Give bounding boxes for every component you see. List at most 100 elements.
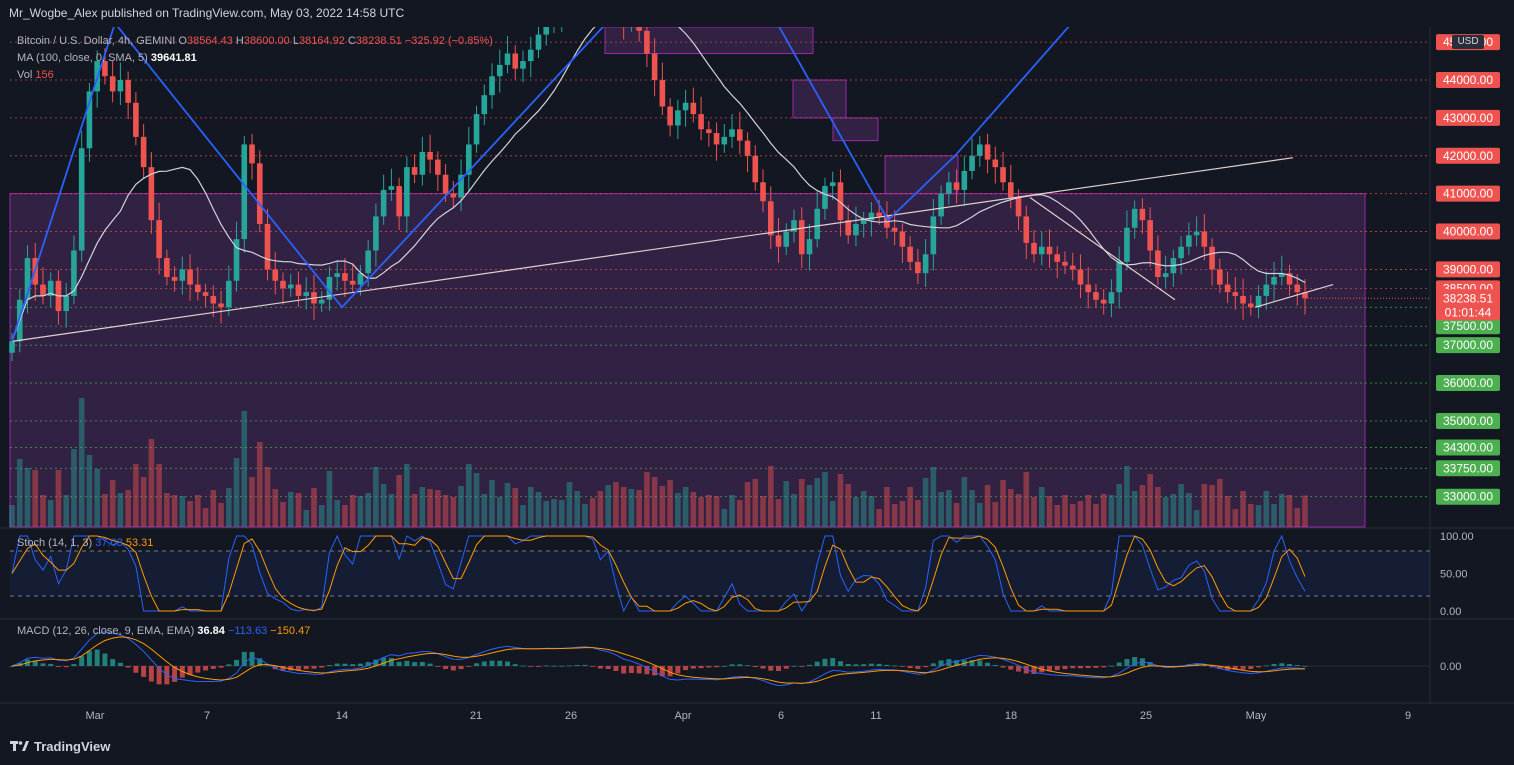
candle-body	[179, 269, 186, 281]
stoch-k-value: 37.03	[95, 537, 123, 549]
x-axis-tick: 26	[565, 710, 577, 722]
volume-bar	[667, 480, 673, 527]
candle-body	[264, 223, 271, 270]
macd-hist-bar	[559, 665, 565, 667]
volume-bar	[644, 472, 650, 527]
macd-hist-bar	[71, 664, 77, 666]
candle-body	[318, 299, 325, 304]
x-axis-tick: Apr	[674, 710, 691, 722]
macd-hist-bar	[1240, 666, 1246, 670]
volume-bar	[706, 495, 712, 527]
macd-hist-bar	[621, 666, 627, 674]
macd-hist-bar	[427, 663, 433, 666]
macd-hist-bar	[1116, 662, 1122, 666]
candle-body	[241, 144, 248, 240]
macd-hist-bar	[1062, 666, 1068, 670]
volume-bar	[1031, 497, 1037, 527]
low-value: 38164.92	[298, 35, 345, 47]
level-label: 39000.00	[1443, 262, 1493, 276]
macd-hist-bar	[1232, 666, 1238, 670]
candle-body	[1232, 292, 1239, 296]
macd-hist-bar	[249, 651, 255, 666]
candle-body	[396, 186, 402, 217]
candle-body	[969, 155, 975, 171]
chart-canvas[interactable]: 45000.0044000.0043000.0042000.0041000.00…	[0, 27, 1514, 734]
candle-body	[1131, 208, 1138, 228]
volume-bar	[597, 491, 604, 527]
support-trendline	[1254, 283, 1334, 308]
volume-bar	[729, 495, 735, 527]
macd-hist-bar	[1256, 666, 1262, 668]
symbol-legend: Bitcoin / U.S. Dollar, 4h, GEMINI O38564…	[17, 35, 493, 47]
volume-bar	[620, 487, 627, 527]
volume-bar	[744, 482, 751, 527]
level-label: 37000.00	[1443, 338, 1493, 352]
volume-bar	[721, 509, 728, 527]
macd-hist-bar	[148, 666, 154, 682]
currency-badge[interactable]: USD	[1452, 35, 1484, 49]
candle-body	[1077, 269, 1084, 285]
volume-bar	[1302, 495, 1308, 527]
rising-trendline	[11, 157, 1294, 342]
macd-hist-bar	[63, 666, 69, 668]
level-label: 40000.00	[1443, 225, 1493, 239]
vol-value: 156	[35, 69, 54, 81]
candle-body	[373, 216, 379, 251]
volume-bar	[1054, 505, 1061, 527]
volume-bar	[202, 508, 209, 527]
candle-body	[280, 280, 286, 289]
candle-body	[922, 254, 929, 274]
volume-bar	[380, 484, 387, 527]
macd-hist-bar	[899, 666, 905, 667]
macd-hist-bar	[520, 665, 526, 667]
stoch-label: Stoch (14, 1, 3)	[17, 537, 93, 549]
high-value: 38600.00	[243, 35, 290, 47]
last-price-label: 38238.51	[1443, 291, 1493, 305]
volume-bar	[489, 480, 495, 527]
footer: TradingView	[0, 734, 1514, 765]
candle-body	[1085, 284, 1092, 293]
volume-bar	[628, 489, 635, 527]
volume-bar	[171, 495, 178, 527]
candle-body	[1255, 295, 1262, 308]
macd-hist-bar	[752, 666, 758, 668]
volume-bar	[1007, 489, 1014, 527]
volume-bar	[481, 494, 488, 527]
volume-bar	[1186, 493, 1192, 527]
macd-hist-bar	[489, 660, 495, 666]
candle-body	[1193, 231, 1200, 236]
macd-hist-bar	[977, 660, 983, 666]
macd-hist-bar	[992, 665, 998, 666]
candle-body	[9, 341, 15, 353]
macd-hist-bar	[892, 665, 898, 667]
level-label-bg	[1436, 109, 1500, 126]
volume-bar	[1085, 495, 1092, 527]
candle-body	[117, 80, 124, 92]
macd-hist-bar	[954, 660, 960, 666]
macd-hist-bar	[512, 664, 518, 666]
candle-body	[721, 136, 728, 145]
macd-hist-bar	[1031, 666, 1037, 674]
volume-bar	[1131, 491, 1138, 527]
volume-bar	[109, 480, 116, 527]
candle-body	[853, 223, 859, 236]
x-axis-tick: May	[1246, 710, 1267, 722]
macd-hist-bar	[745, 665, 751, 666]
macd-hist-bar	[814, 661, 820, 666]
macd-hist-bar	[1147, 662, 1153, 666]
candle-body	[930, 216, 937, 255]
volume-bar	[9, 505, 15, 527]
level-label: 34300.00	[1443, 440, 1493, 454]
macd-hist-bar	[365, 662, 371, 666]
stoch-band	[10, 551, 1430, 596]
macd-hist-bar	[861, 664, 867, 666]
volume-bar	[1217, 479, 1223, 527]
candle-body	[1178, 246, 1184, 259]
candle-body	[1217, 269, 1223, 285]
candle-body	[411, 167, 418, 175]
macd-hist-bar	[876, 663, 882, 666]
candle-body	[899, 231, 906, 247]
macd-hist-bar	[505, 661, 511, 666]
stoch-axis-tick: 0.00	[1440, 606, 1461, 618]
volume-bar	[1178, 484, 1184, 527]
